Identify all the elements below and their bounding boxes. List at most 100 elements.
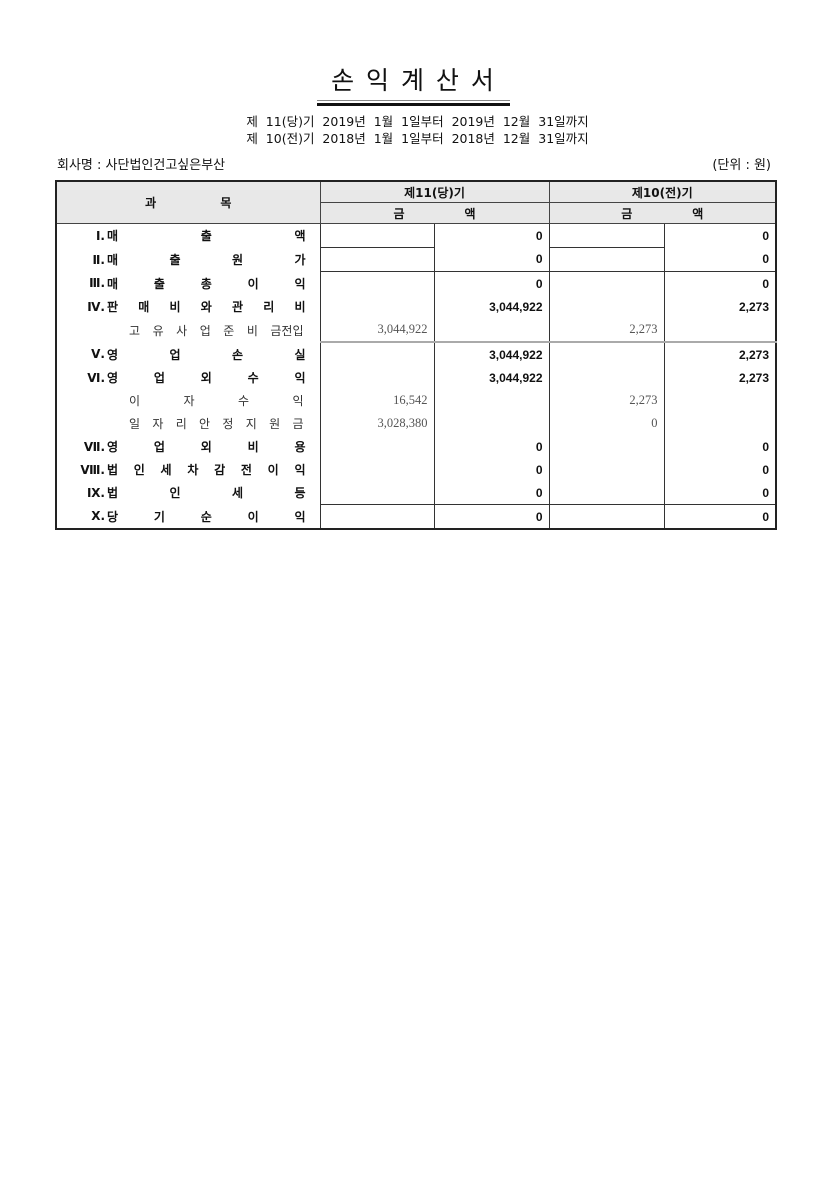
amount-c2 <box>433 318 550 343</box>
account-label-cell: 이 자 수 익 <box>56 389 320 412</box>
account-label-cell: 고 유 사 업 준 비 금전입 <box>56 318 320 342</box>
amount-c1: 16,542 <box>319 389 434 412</box>
account-name: 매 출 총 이 익 <box>107 276 306 291</box>
amount-c2: 3,044,922 <box>433 366 550 389</box>
account-name: 판 매 비 와 관 리 비 <box>107 300 306 314</box>
amount-c2: 0 <box>433 271 550 295</box>
amount-c1 <box>319 223 434 248</box>
amount-c1 <box>319 504 434 529</box>
account-label-cell: Ⅸ. 법 인 세 등 <box>56 481 320 505</box>
section-numeral: Ⅰ. <box>95 228 105 243</box>
amount-c3: 2,273 <box>548 389 665 412</box>
amount-c4: 0 <box>663 271 777 295</box>
amount-c2: 0 <box>433 435 550 458</box>
amount-c1 <box>319 247 434 272</box>
amount-c4: 0 <box>663 458 777 481</box>
amount-c3 <box>548 295 665 318</box>
amount-c2: 0 <box>433 458 550 481</box>
header-subject: 과 목 <box>55 180 321 224</box>
section-numeral: Ⅳ. <box>87 299 105 314</box>
account-label-cell: Ⅰ. 매 출 액 <box>56 224 320 248</box>
account-label-cell: Ⅱ. 매 출 원 가 <box>56 248 320 272</box>
account-label-cell: Ⅳ. 판 매 비 와 관 리 비 <box>56 295 320 318</box>
section-numeral: Ⅴ. <box>91 347 105 361</box>
amount-c3 <box>548 504 665 529</box>
account-label-cell: Ⅹ. 당 기 순 이 익 <box>56 505 320 530</box>
amount-c4 <box>663 412 777 435</box>
amount-c3 <box>548 366 665 389</box>
section-numeral: Ⅱ. <box>92 252 105 267</box>
amount-c2: 0 <box>433 223 550 248</box>
amount-c3 <box>548 458 665 481</box>
account-name: 영 업 손 실 <box>107 347 306 362</box>
amount-c1 <box>319 435 434 458</box>
table-row: Ⅴ. 영 업 손 실 3,044,922 2,273 <box>56 342 777 366</box>
table-row: Ⅲ. 매 출 총 이 익 0 0 <box>56 271 777 296</box>
amount-c4: 0 <box>663 435 777 458</box>
prior-period: 제 10(전)기 2018년 1월 1일부터 2018년 12월 31일까지 <box>246 131 589 146</box>
account-label-cell: 일 자 리 안 정 지 원 금 <box>56 412 320 435</box>
table-row: 고 유 사 업 준 비 금전입 3,044,922 2,273 <box>56 318 777 343</box>
amount-c1: 3,044,922 <box>319 318 434 343</box>
header-prior-period: 제10(전)기 <box>548 180 777 203</box>
account-label-cell: Ⅴ. 영 업 손 실 <box>56 342 320 366</box>
amount-c4: 2,273 <box>663 295 777 318</box>
table-row: Ⅷ. 법 인 세 차 감 전 이 익 0 0 <box>56 458 777 481</box>
account-name: 고 유 사 업 준 비 금전입 <box>129 323 304 338</box>
account-label-cell: Ⅵ. 영 업 외 수 익 <box>56 366 320 389</box>
amount-c3 <box>548 342 665 366</box>
table-row: 일 자 리 안 정 지 원 금 3,028,380 0 <box>56 412 777 435</box>
amount-c3: 0 <box>548 412 665 435</box>
table-row: Ⅰ. 매 출 액 0 0 <box>56 223 777 248</box>
account-name: 법 인 세 차 감 전 이 익 <box>107 463 306 477</box>
section-numeral: Ⅷ. <box>80 462 105 477</box>
amount-c1 <box>319 458 434 481</box>
amount-c1 <box>319 481 434 505</box>
amount-c4: 0 <box>663 504 777 529</box>
account-label-cell: Ⅶ. 영 업 외 비 용 <box>56 435 320 458</box>
account-name: 이 자 수 익 <box>129 394 304 408</box>
amount-c3: 2,273 <box>548 318 665 343</box>
amount-c4: 0 <box>663 223 777 248</box>
amount-c4: 0 <box>663 247 777 272</box>
account-name: 영 업 외 비 용 <box>107 440 306 454</box>
amount-c3 <box>548 481 665 505</box>
section-numeral: Ⅹ. <box>91 509 105 524</box>
amount-c1 <box>319 342 434 366</box>
amount-c4: 2,273 <box>663 342 777 366</box>
table-row: Ⅸ. 법 인 세 등 0 0 <box>56 481 777 505</box>
amount-c1 <box>319 366 434 389</box>
amount-c2: 3,044,922 <box>433 342 550 366</box>
unit-label: (단위 : 원) <box>712 158 771 173</box>
amount-c2: 0 <box>433 481 550 505</box>
company-name: 회사명 : 사단법인건고싶은부산 <box>57 158 226 173</box>
amount-c2: 0 <box>433 247 550 272</box>
account-label-cell: Ⅲ. 매 출 총 이 익 <box>56 272 320 296</box>
account-name: 일 자 리 안 정 지 원 금 <box>129 417 304 431</box>
header-current-period: 제11(당)기 <box>319 180 550 203</box>
amount-c4: 0 <box>663 481 777 505</box>
amount-c4: 2,273 <box>663 366 777 389</box>
amount-c3 <box>548 435 665 458</box>
amount-c2: 3,044,922 <box>433 295 550 318</box>
title-underline-thin <box>317 100 510 101</box>
section-numeral: Ⅸ. <box>86 485 105 500</box>
amount-c4 <box>663 318 777 343</box>
amount-c3 <box>548 271 665 295</box>
account-label-cell: Ⅷ. 법 인 세 차 감 전 이 익 <box>56 458 320 481</box>
account-name: 매 출 액 <box>107 229 306 244</box>
amount-c4 <box>663 389 777 412</box>
section-numeral: Ⅵ. <box>87 370 105 385</box>
amount-c1 <box>319 271 434 295</box>
account-name: 매 출 원 가 <box>107 253 306 267</box>
document-title: 손 익 계 산 서 <box>331 66 496 95</box>
current-period: 제 11(당)기 2019년 1월 1일부터 2019년 12월 31일까지 <box>246 114 589 129</box>
table-row: Ⅵ. 영 업 외 수 익 3,044,922 2,273 <box>56 366 777 389</box>
table-row: Ⅳ. 판 매 비 와 관 리 비 3,044,922 2,273 <box>56 295 777 318</box>
account-name: 영 업 외 수 익 <box>107 371 306 385</box>
section-numeral: Ⅲ. <box>89 276 105 291</box>
table-row: Ⅱ. 매 출 원 가 0 0 <box>56 247 777 272</box>
